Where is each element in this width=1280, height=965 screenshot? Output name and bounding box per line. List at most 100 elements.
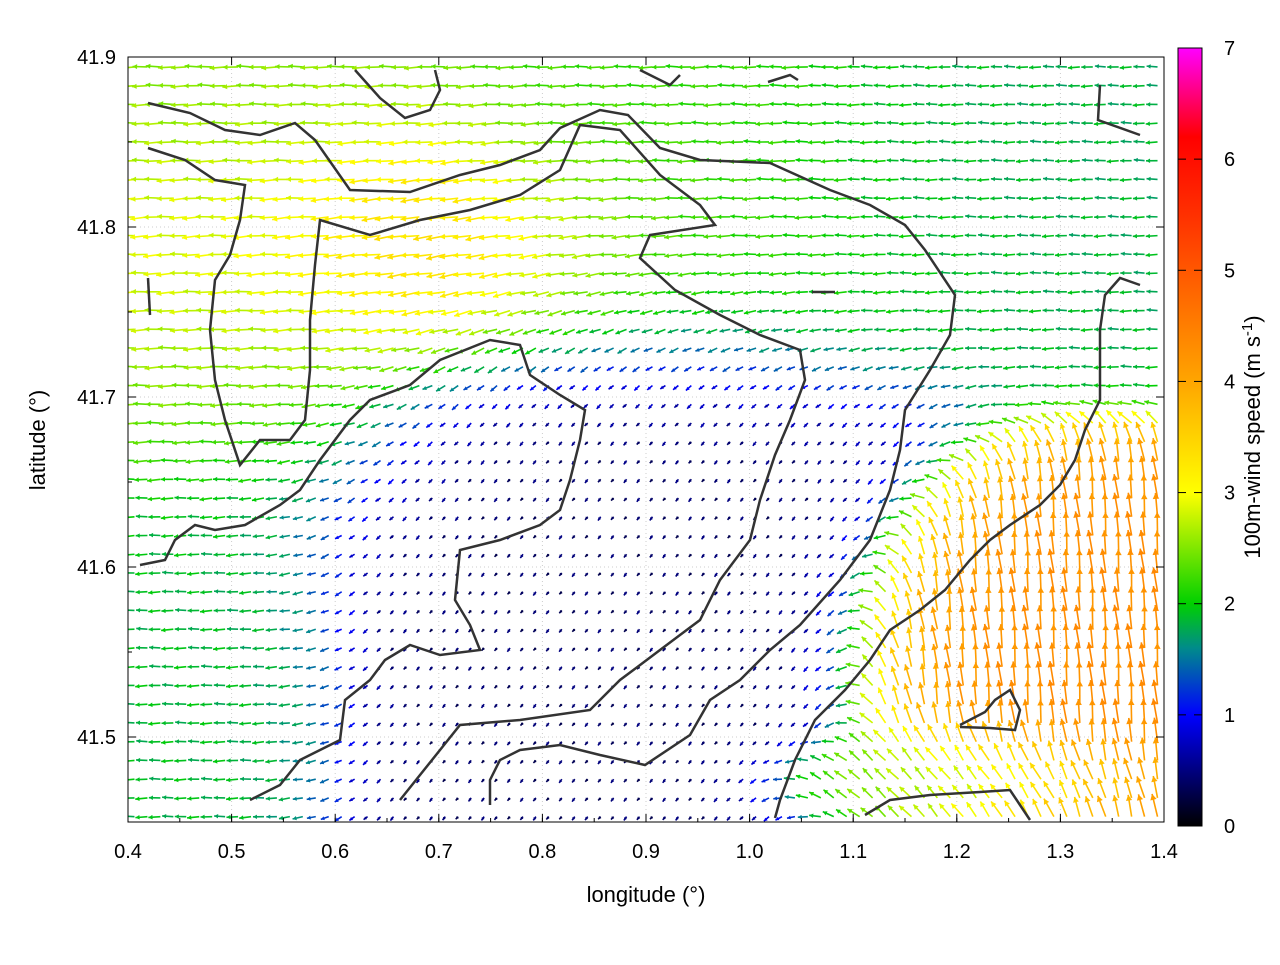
wind-arrow [397,404,407,409]
wind-arrow [831,479,834,483]
wind-arrow [429,516,432,519]
wind-arrow [456,742,459,746]
wind-arrow [766,685,769,689]
wind-arrow [293,777,303,781]
wind-arrow [321,517,329,521]
wind-arrow [559,442,562,446]
wind-arrow [136,646,147,650]
wind-arrow [496,66,510,71]
wind-arrow [1029,215,1041,219]
wind-arrow [508,121,523,126]
wind-arrow [689,704,692,707]
wind-arrow [792,536,795,540]
wind-arrow [346,461,355,465]
wind-arrow [533,685,536,688]
wind-arrow [315,384,329,389]
wind-arrow [912,253,924,258]
wind-arrow [662,423,665,427]
wind-arrow [757,290,769,295]
wind-arrow [438,404,445,408]
wind-arrow [443,779,446,782]
wind-arrow [520,817,523,820]
wind-arrow [430,741,433,744]
wind-arrow [913,195,924,199]
wind-arrow [175,702,186,706]
wind-arrow [1120,178,1132,183]
wind-arrow [598,760,601,764]
wind-arrow [405,347,420,352]
wind-arrow [1075,699,1081,723]
wind-arrow [315,403,329,408]
wind-arrow [1095,196,1106,200]
wind-arrow [1108,196,1119,200]
wind-arrow [811,740,821,744]
wind-arrow [978,158,990,162]
wind-arrow [668,329,679,333]
wind-arrow [1082,158,1093,162]
wind-arrow [676,760,679,763]
wind-arrow [426,423,432,427]
wind-arrow [904,683,912,704]
wind-arrow [598,666,601,669]
wind-arrow [404,685,407,688]
wind-arrow [637,723,640,727]
wind-arrow [468,479,471,482]
wind-arrow [688,441,691,444]
wind-arrow [1042,122,1054,127]
wind-arrow [377,798,381,802]
wind-arrow [172,402,187,407]
wind-arrow [916,702,924,723]
wind-arrow [172,422,187,427]
wind-arrow [362,517,367,522]
wind-arrow [601,311,614,316]
wind-arrow [404,797,407,800]
wind-arrow [637,479,640,483]
wind-arrow [239,684,251,688]
wind-arrow [363,536,368,541]
wind-arrow [390,535,394,538]
wind-arrow [938,84,950,89]
wind-arrow [507,442,510,445]
wind-arrow [201,571,212,575]
wind-arrow [293,591,303,595]
wind-arrow [702,648,705,652]
wind-arrow [727,817,730,821]
wind-arrow [293,534,302,538]
wind-arrow [664,215,678,220]
wind-arrow [123,720,134,724]
wind-arrow [366,366,380,371]
wind-arrow [1104,400,1118,405]
wind-arrow [736,367,744,371]
wind-arrow [834,158,847,163]
wind-arrow [912,272,924,277]
wind-arrow [477,386,484,391]
wind-arrow [650,723,653,726]
wind-arrow [253,815,264,819]
wind-arrow [1055,159,1067,164]
wind-arrow [200,609,212,614]
wind-arrow [265,477,276,481]
wind-arrow [980,446,989,461]
wind-arrow [306,629,316,633]
wind-arrow [238,420,252,425]
wind-arrow [1094,234,1106,239]
wind-arrow [214,608,226,612]
wind-arrow [940,746,950,760]
wind-arrow [265,778,277,782]
wind-arrow [214,589,225,593]
wind-arrow [213,628,225,633]
wind-arrow [815,667,821,671]
wind-arrow [858,588,872,593]
wind-arrow [330,422,342,426]
wind-arrow [769,234,782,239]
wind-arrow [533,461,536,465]
wind-arrow [978,139,989,143]
wind-arrow [306,610,315,614]
wind-arrow [598,591,601,594]
wind-arrow [508,103,523,108]
wind-arrow [805,479,808,482]
contour-line [148,125,805,800]
wind-arrow [663,685,666,689]
wind-arrow [585,817,588,821]
wind-arrow [149,664,160,668]
